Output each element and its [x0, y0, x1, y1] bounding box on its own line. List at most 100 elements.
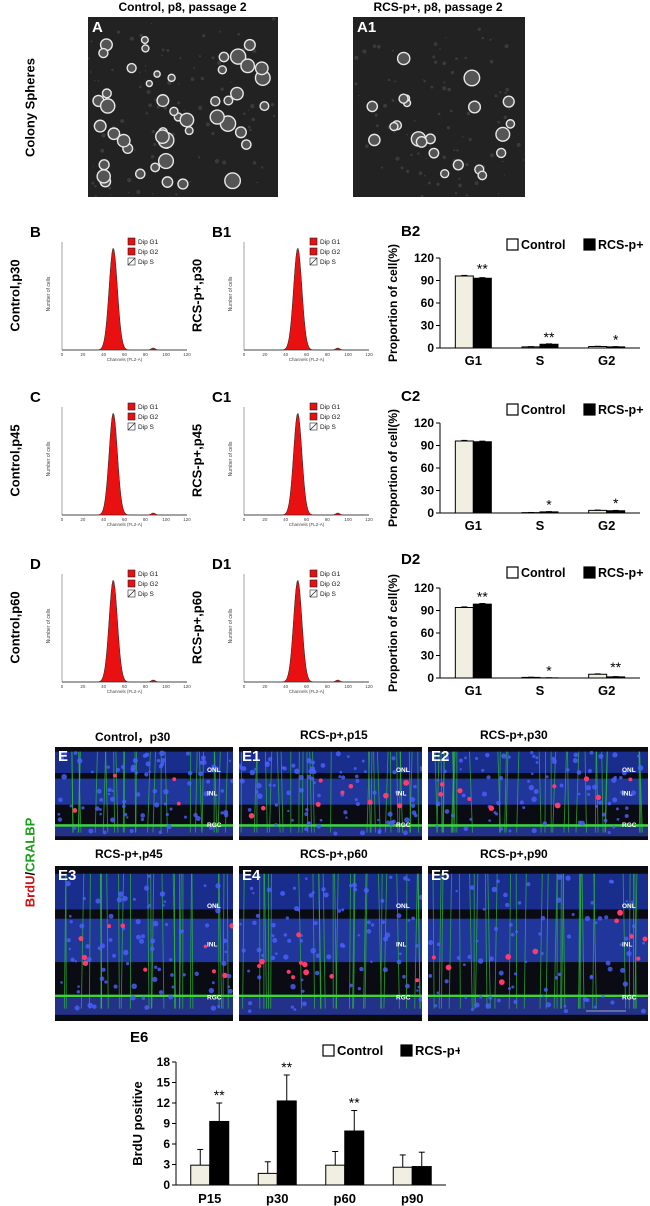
chart-category-label: G2	[598, 683, 615, 698]
nucleus	[470, 1008, 475, 1012]
nucleus	[306, 821, 311, 826]
nucleus	[359, 966, 364, 972]
nucleus	[511, 985, 515, 989]
nucleus	[493, 926, 499, 931]
histogram-xlabel: Channels (FL2-A)	[289, 522, 325, 527]
histogram-tick: 0	[61, 517, 64, 522]
colony-spheres-label: Colony Spheres	[22, 58, 38, 157]
layer-label: RGC	[207, 994, 222, 1001]
nucleus	[203, 791, 209, 797]
colony-sphere	[157, 153, 175, 170]
chart-category-label: G1	[465, 518, 482, 533]
histogram-tick: 100	[344, 352, 352, 357]
nucleus	[590, 901, 595, 905]
nucleus	[160, 762, 165, 767]
histogram-peak	[62, 579, 187, 683]
nucleus	[274, 952, 278, 955]
nucleus	[607, 801, 612, 806]
histogram-tick: 40	[101, 684, 107, 689]
nucleus	[612, 797, 618, 803]
chart-bar	[209, 1120, 230, 1186]
nucleus	[482, 907, 486, 911]
nucleus	[418, 996, 422, 1002]
background-speck	[270, 102, 275, 107]
background-speck	[464, 56, 467, 60]
nucleus	[363, 770, 367, 774]
fluor-image-e1: ONL INL RGC E1	[239, 747, 422, 840]
nucleus	[144, 772, 149, 777]
nucleus	[212, 825, 216, 829]
background-speck	[161, 54, 163, 57]
nucleus	[535, 760, 539, 764]
background-speck	[217, 61, 222, 65]
nucleus	[102, 830, 107, 835]
background-speck	[151, 129, 155, 134]
background-speck	[364, 144, 369, 148]
nucleus	[428, 974, 433, 978]
nucleus	[217, 1004, 221, 1008]
hatch-line	[309, 589, 318, 598]
legend-label: Dip G1	[320, 571, 341, 578]
glial-process	[552, 751, 557, 833]
nucleus	[542, 821, 547, 826]
nucleus	[206, 779, 211, 784]
glial-process	[280, 751, 284, 833]
chart-tick-label: 90	[421, 274, 435, 288]
nucleus	[150, 946, 155, 952]
background-speck	[166, 49, 170, 52]
glial-process	[71, 751, 74, 833]
nucleus	[274, 803, 279, 807]
nucleus	[411, 916, 415, 921]
fluor-title-e: Control，p30	[95, 730, 171, 744]
fluor-image-e3: ONL INL RGC E3	[55, 866, 233, 1021]
background-speck	[247, 125, 251, 129]
chart-category-label: S	[536, 683, 545, 698]
histogram-tick: 60	[122, 517, 128, 522]
background-speck	[477, 27, 481, 31]
nucleus	[210, 1005, 217, 1011]
brdu-positive-cell	[329, 974, 335, 979]
glial-process	[544, 751, 547, 833]
background-speck	[146, 89, 151, 95]
nucleus	[621, 770, 627, 776]
brdu-positive-cell	[107, 924, 112, 929]
nucleus	[346, 755, 350, 758]
background-speck	[503, 173, 506, 176]
brdu-positive-cell	[457, 788, 463, 794]
glial-process	[505, 751, 509, 833]
background-speck	[362, 49, 367, 54]
nucleus	[252, 920, 257, 926]
nucleus	[131, 983, 137, 989]
nucleus	[152, 788, 158, 794]
nucleus	[577, 792, 581, 796]
nucleus	[141, 996, 146, 1000]
histogram-peak	[62, 412, 187, 516]
nucleus	[126, 816, 129, 819]
nucleus	[607, 830, 611, 835]
histogram-tick: 60	[304, 352, 310, 357]
panel-label-a: A	[92, 19, 103, 36]
nucleus	[436, 942, 441, 947]
histogram-tick: 20	[262, 684, 268, 689]
nucleus	[77, 985, 80, 988]
nucleus	[211, 981, 215, 985]
brdu-positive-cell	[554, 802, 561, 809]
colony-sphere	[502, 95, 515, 108]
nucleus	[129, 828, 134, 834]
background-speck	[410, 153, 413, 157]
fluor-image-e4: ONL INL RGC E4	[239, 866, 422, 1021]
nucleus	[169, 958, 173, 962]
nucleus	[90, 770, 94, 774]
glial-process	[448, 873, 453, 1009]
nucleus	[68, 914, 72, 918]
glial-process	[298, 751, 300, 833]
nucleus	[198, 771, 204, 777]
nucleus	[69, 804, 73, 808]
background-speck	[94, 79, 96, 82]
glial-process	[601, 751, 604, 833]
nucleus	[72, 826, 77, 830]
nucleus	[392, 770, 397, 775]
background-speck	[91, 181, 95, 185]
histogram-d: Number of cells 0 20 40 60 80 100 120 Channels (…	[46, 569, 191, 694]
background-speck	[111, 68, 114, 72]
